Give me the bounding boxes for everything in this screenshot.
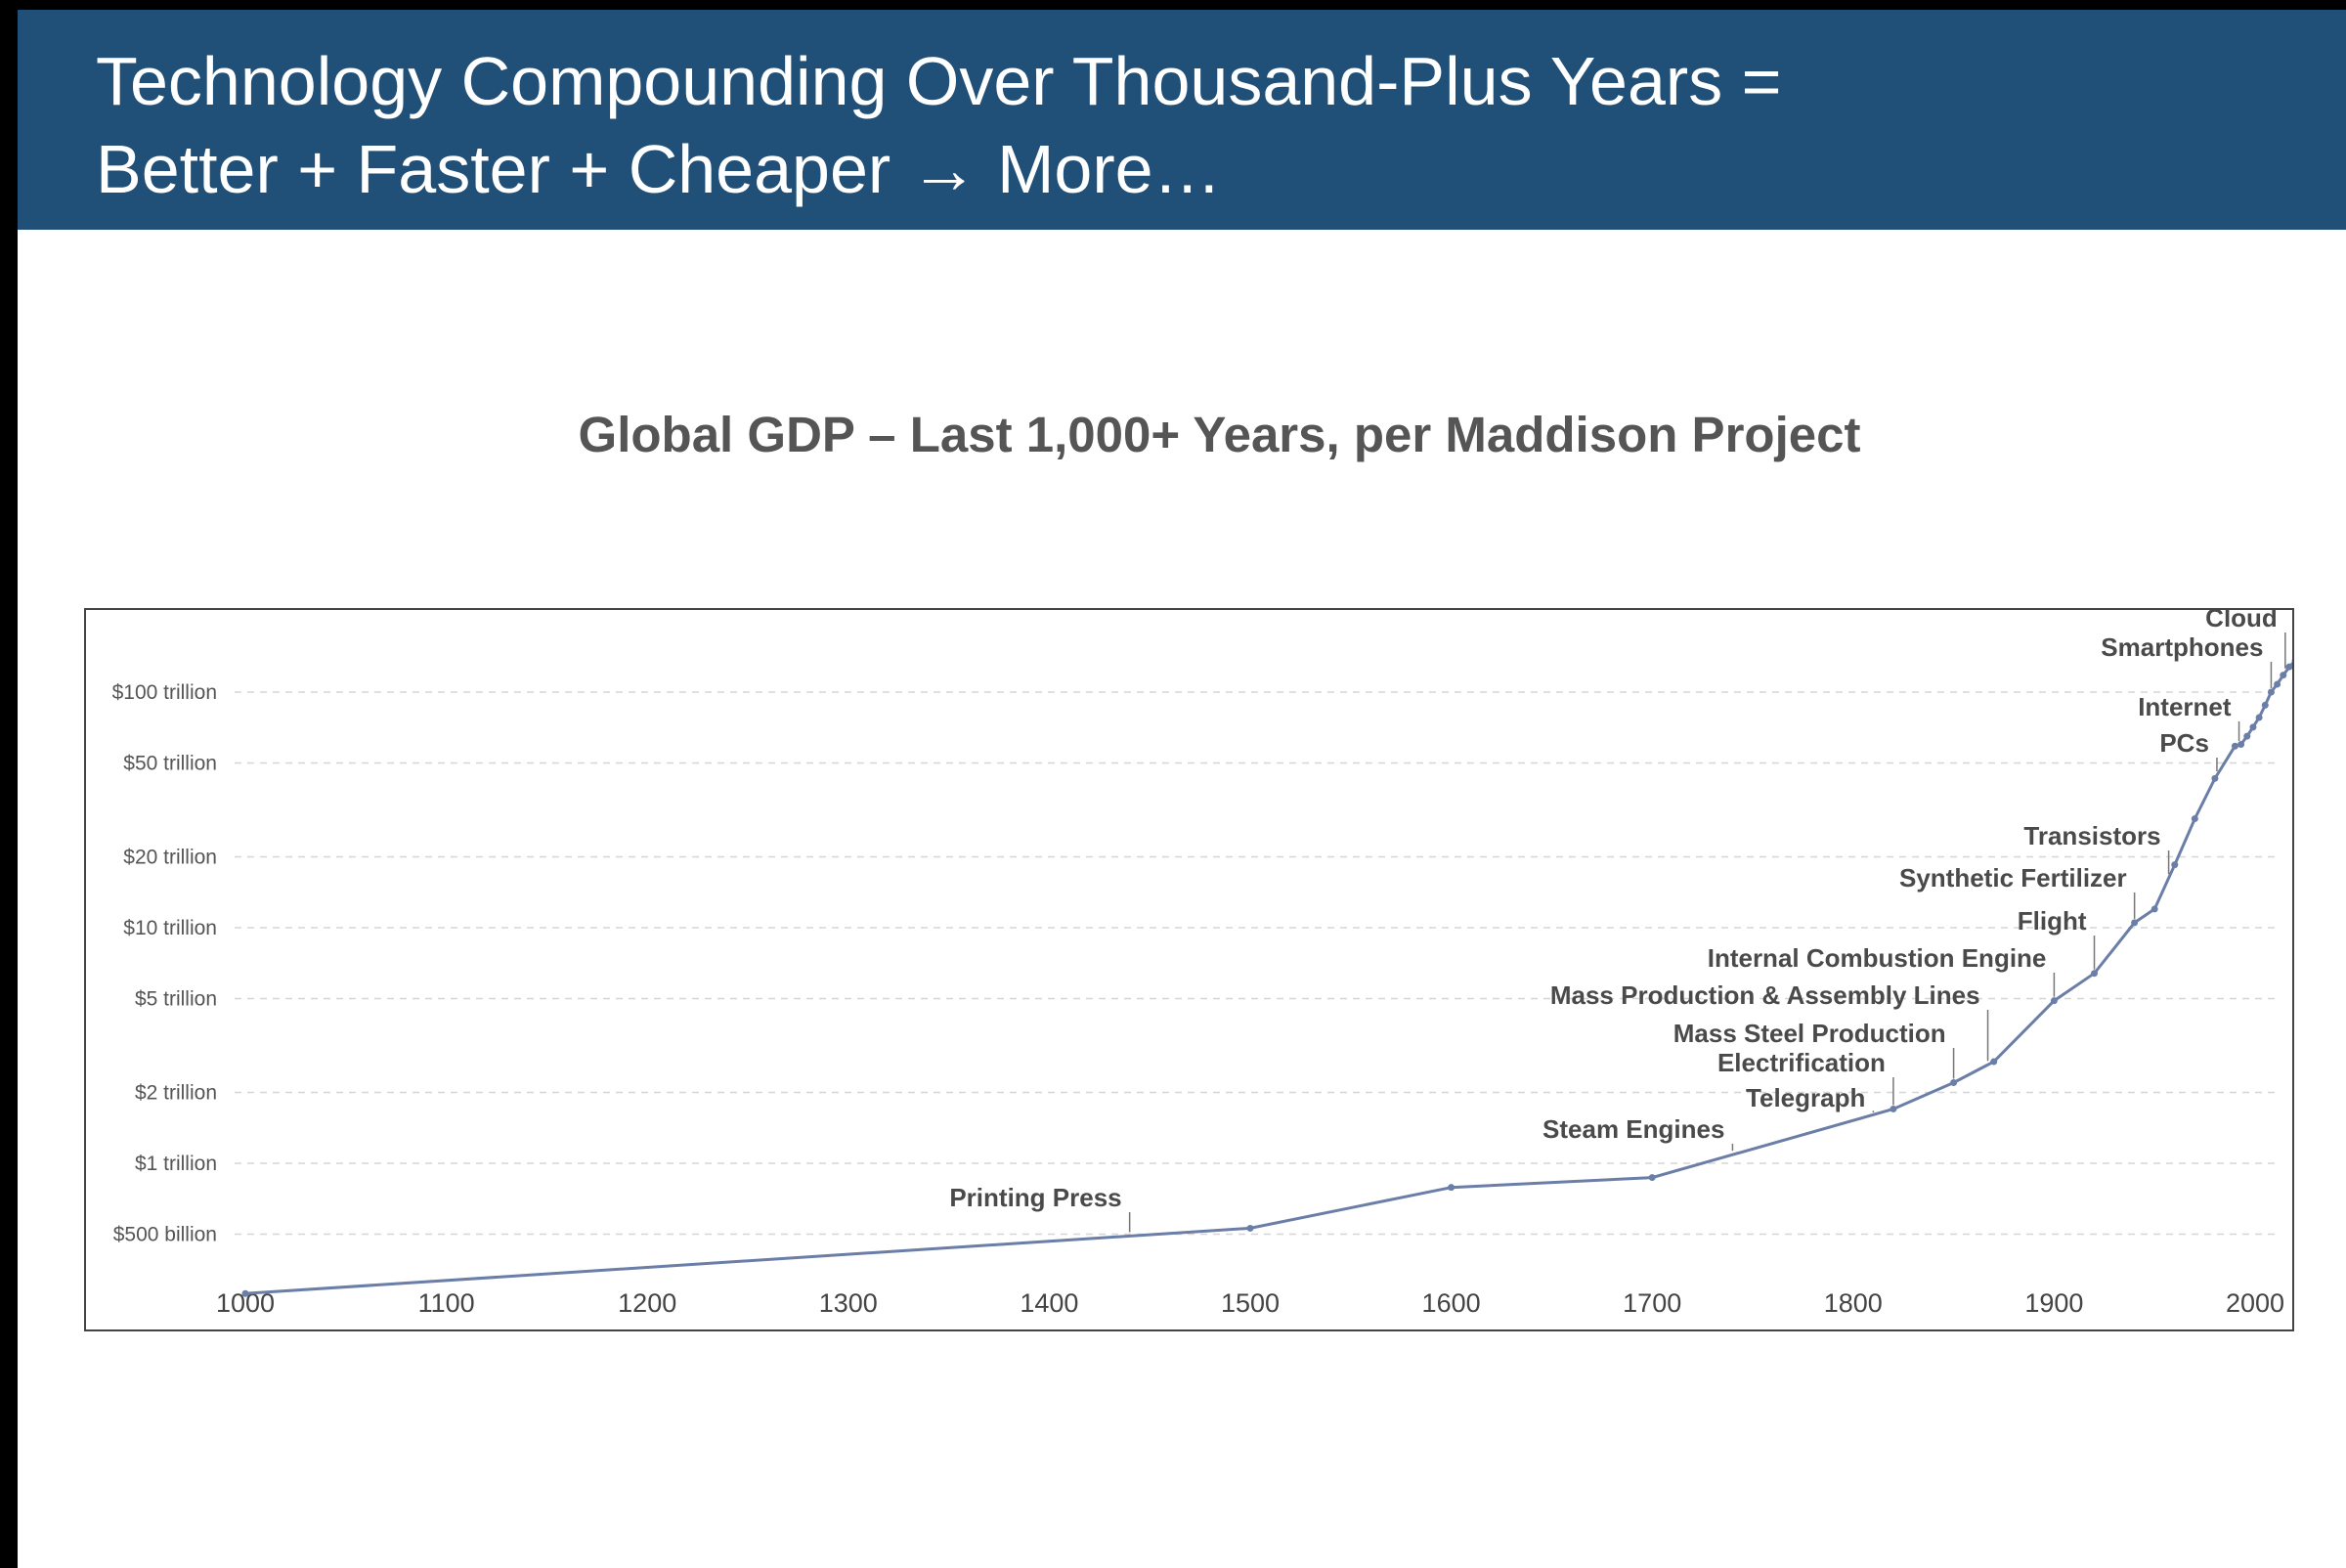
data-point bbox=[1890, 1105, 1897, 1112]
y-tick-label: $50 trillion bbox=[123, 753, 217, 775]
data-point bbox=[2249, 723, 2257, 731]
slide: Technology Compounding Over Thousand-Plu… bbox=[18, 10, 2346, 1568]
data-point bbox=[1246, 1224, 1254, 1232]
y-tick-label: $100 trillion bbox=[112, 681, 217, 704]
gdp-line-chart: $500 billion $1 trillion $2 trillion $5 tri… bbox=[112, 610, 2292, 1318]
annotation-label: Mass Steel Production bbox=[1673, 1019, 1946, 1048]
data-point bbox=[2211, 774, 2219, 782]
data-point bbox=[2191, 815, 2198, 823]
data-point bbox=[2280, 672, 2287, 679]
data-point bbox=[2267, 688, 2275, 696]
data-point bbox=[2261, 701, 2269, 709]
annotation-leaders bbox=[1128, 632, 2286, 1233]
annotation-label: Transistors bbox=[2023, 821, 2160, 850]
data-point bbox=[1448, 1184, 1455, 1192]
data-point bbox=[1950, 1078, 1958, 1086]
annotation-label: Printing Press bbox=[949, 1183, 1121, 1212]
series-line-layer bbox=[244, 661, 2292, 1295]
annotation-label: Electrification bbox=[1717, 1048, 1886, 1077]
annotation-labels: Printing Press Steam Engines Telegraph Elec… bbox=[949, 610, 2277, 1212]
x-tick-label: 1900 bbox=[2024, 1288, 2083, 1318]
x-tick-label: 2000 bbox=[2226, 1288, 2284, 1318]
data-point bbox=[2050, 997, 2058, 1005]
data-point bbox=[241, 1289, 249, 1297]
annotation-label: Smartphones bbox=[2101, 632, 2263, 662]
y-tick-label: $10 trillion bbox=[123, 917, 217, 939]
annotation-label: Steam Engines bbox=[1542, 1114, 1724, 1144]
x-tick-label: 1300 bbox=[819, 1288, 878, 1318]
chart-title: Global GDP – Last 1,000+ Years, per Madd… bbox=[578, 407, 1861, 462]
y-axis-ticks: $500 billion $1 trillion $2 trillion $5 tri… bbox=[112, 681, 217, 1246]
annotation-label: Synthetic Fertilizer bbox=[1899, 863, 2127, 893]
x-axis-ticks: 1000 1100 1200 1300 1400 1500 1600 1700 1800 1900… bbox=[216, 1288, 2284, 1318]
data-points bbox=[241, 659, 2292, 1297]
title-banner: Technology Compounding Over Thousand-Plu… bbox=[18, 10, 2346, 230]
chart-frame: $500 billion $1 trillion $2 trillion $5 tri… bbox=[84, 608, 2294, 1331]
annotation-label: Internal Combustion Engine bbox=[1708, 943, 2047, 973]
x-tick-label: 1500 bbox=[1221, 1288, 1280, 1318]
y-tick-label: $500 billion bbox=[113, 1224, 217, 1246]
data-point bbox=[2231, 742, 2238, 750]
data-point bbox=[2285, 663, 2292, 671]
data-point bbox=[2171, 861, 2179, 869]
x-tick-label: 1600 bbox=[1422, 1288, 1481, 1318]
y-tick-label: $1 trillion bbox=[135, 1153, 217, 1175]
slide-title: Technology Compounding Over Thousand-Plu… bbox=[96, 43, 1782, 207]
x-tick-label: 1700 bbox=[1623, 1288, 1681, 1318]
y-tick-label: $20 trillion bbox=[123, 846, 217, 868]
annotation-label: PCs bbox=[2159, 728, 2209, 758]
data-point bbox=[2243, 732, 2251, 740]
gdp-series-line bbox=[244, 661, 2292, 1295]
y-tick-label: $2 trillion bbox=[135, 1081, 217, 1104]
data-point bbox=[2274, 680, 2281, 688]
annotation-label: Mass Production & Assembly Lines bbox=[1550, 980, 1980, 1010]
data-point bbox=[2237, 740, 2245, 748]
annotation-label: Flight bbox=[2018, 906, 2087, 936]
grid-lines bbox=[235, 691, 2276, 1236]
annotation-label: Cloud bbox=[2205, 610, 2278, 632]
x-tick-label: 1100 bbox=[418, 1288, 475, 1318]
x-tick-label: 1400 bbox=[1020, 1288, 1078, 1318]
data-point bbox=[1990, 1058, 1998, 1066]
annotation-label: Telegraph bbox=[1746, 1083, 1865, 1112]
data-point bbox=[2091, 970, 2099, 978]
y-tick-label: $5 trillion bbox=[135, 988, 217, 1011]
x-tick-label: 1200 bbox=[618, 1288, 676, 1318]
x-tick-label: 1800 bbox=[1824, 1288, 1883, 1318]
data-point bbox=[2131, 919, 2139, 927]
annotation-label: Internet bbox=[2138, 692, 2232, 721]
data-point bbox=[2150, 905, 2158, 913]
data-point bbox=[1648, 1174, 1656, 1182]
data-point bbox=[2255, 714, 2263, 721]
